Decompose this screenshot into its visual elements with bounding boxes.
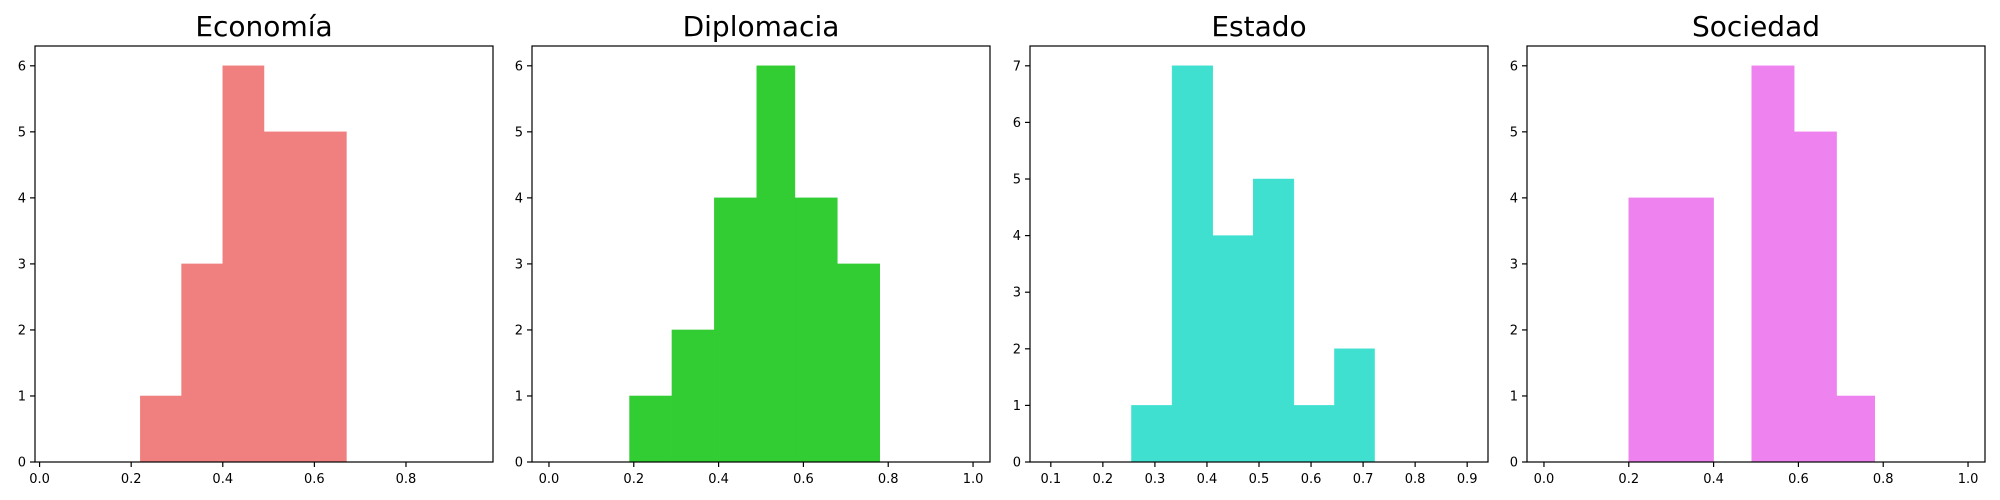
y-tick-label: 2 (18, 323, 26, 338)
x-tick-label: 0.6 (304, 472, 325, 487)
x-tick-label: 0.8 (1405, 472, 1426, 487)
x-tick-label: 0.3 (1145, 472, 1166, 487)
histogram-panel: 0.0 0.2 0.4 0.6 0.8 1.0 0 1 2 3 4 5 6 Diplomacia (515, 10, 991, 487)
histogram-bar (1334, 348, 1375, 463)
y-tick-label: 0 (18, 456, 26, 471)
x-tick-label: 0.6 (793, 472, 814, 487)
x-tick-label: 0.8 (1873, 472, 1894, 487)
y-tick-label: 5 (515, 125, 523, 140)
y-tick-label: 4 (515, 191, 523, 206)
y-tick-label: 3 (515, 257, 523, 272)
x-tick-label: 0.2 (1093, 472, 1114, 487)
histogram-bar (1253, 178, 1295, 463)
x-tick-label: 0.6 (1788, 472, 1809, 487)
y-tick-label: 3 (18, 257, 26, 272)
x-tick-label: 0.8 (396, 472, 417, 487)
histogram-bar (1793, 131, 1837, 463)
histogram-bar (714, 197, 758, 463)
histogram-bar (671, 329, 715, 463)
y-tick-label: 1 (1510, 389, 1518, 404)
y-tick-label: 0 (1510, 456, 1518, 471)
x-tick-label: 0.2 (121, 472, 142, 487)
histogram-bar (1751, 65, 1795, 463)
x-tick-label: 0.4 (212, 472, 233, 487)
panel-title: Diplomacia (683, 10, 840, 43)
histogram-bar (140, 395, 182, 463)
axes-frame (531, 45, 991, 463)
y-tick-label: 7 (1013, 59, 1021, 74)
histogram-bar (304, 131, 347, 463)
x-tick-label: 0.4 (1197, 472, 1218, 487)
y-tick-label: 3 (1013, 286, 1021, 301)
y-tick-label: 2 (515, 323, 523, 338)
histogram-bar (794, 197, 838, 463)
y-tick-label: 2 (1510, 323, 1518, 338)
x-tick-label: 0.8 (878, 472, 899, 487)
panel-title: Sociedad (1692, 10, 1820, 43)
x-tick-label: 0.0 (1534, 472, 1555, 487)
x-tick-label: 0.4 (1703, 472, 1724, 487)
x-tick-label: 0.0 (539, 472, 560, 487)
histogram-bar (1212, 235, 1254, 463)
y-tick-label: 6 (1013, 116, 1021, 131)
y-tick-label: 1 (515, 389, 523, 404)
y-tick-label: 1 (1013, 399, 1021, 414)
y-tick-label: 3 (1510, 257, 1518, 272)
panel-title: Estado (1211, 10, 1306, 43)
y-tick-label: 4 (18, 191, 26, 206)
histogram-bar (1628, 197, 1672, 463)
y-tick-label: 6 (18, 59, 26, 74)
histogram-bar (1836, 395, 1875, 463)
x-tick-label: 0.4 (708, 472, 729, 487)
axes-frame (34, 45, 494, 463)
y-tick-label: 5 (1510, 125, 1518, 140)
x-tick-label: 0.2 (623, 472, 644, 487)
histogram-bar (756, 65, 796, 463)
x-tick-label: 0.7 (1353, 472, 1374, 487)
y-tick-label: 5 (18, 125, 26, 140)
histogram-bar (629, 395, 673, 463)
y-tick-label: 4 (1013, 229, 1021, 244)
axes-frame (1526, 45, 1986, 463)
histogram-bar (181, 263, 224, 463)
y-tick-label: 1 (18, 389, 26, 404)
histogram-bar (1293, 405, 1335, 463)
x-tick-label: 0.6 (1301, 472, 1322, 487)
x-tick-label: 0.1 (1040, 472, 1061, 487)
y-tick-label: 0 (515, 456, 523, 471)
x-tick-label: 1.0 (1958, 472, 1979, 487)
histogram-bar (1171, 65, 1213, 463)
histogram-bar (222, 65, 265, 463)
y-tick-label: 6 (515, 59, 523, 74)
histogram-bar (1131, 405, 1173, 463)
histogram-panel: 0.1 0.2 0.3 0.4 0.5 0.6 0.7 0.8 0.9 0 1 2 3 4 5 6 7 Estad… (1013, 10, 1489, 487)
histogram-bar (837, 263, 880, 463)
histogram-panel: 0.0 0.2 0.4 0.6 0.8 1.0 0 1 2 3 4 5 6 Sociedad (1510, 10, 1986, 487)
y-tick-label: 4 (1510, 191, 1518, 206)
y-tick-label: 6 (1510, 59, 1518, 74)
x-tick-label: 0.2 (1618, 472, 1639, 487)
panel-title: Economía (195, 10, 332, 43)
x-tick-label: 0.9 (1457, 472, 1478, 487)
y-tick-label: 2 (1013, 342, 1021, 357)
x-tick-label: 0.0 (29, 472, 50, 487)
y-tick-label: 0 (1013, 456, 1021, 471)
x-tick-label: 0.5 (1249, 472, 1270, 487)
histogram-bar (1670, 197, 1714, 463)
histogram-bar (263, 131, 306, 463)
histogram-panel: 0.0 0.2 0.4 0.6 0.8 0 1 2 3 4 5 6 Economía (18, 10, 494, 487)
x-tick-label: 1.0 (963, 472, 984, 487)
y-tick-label: 5 (1013, 173, 1021, 188)
